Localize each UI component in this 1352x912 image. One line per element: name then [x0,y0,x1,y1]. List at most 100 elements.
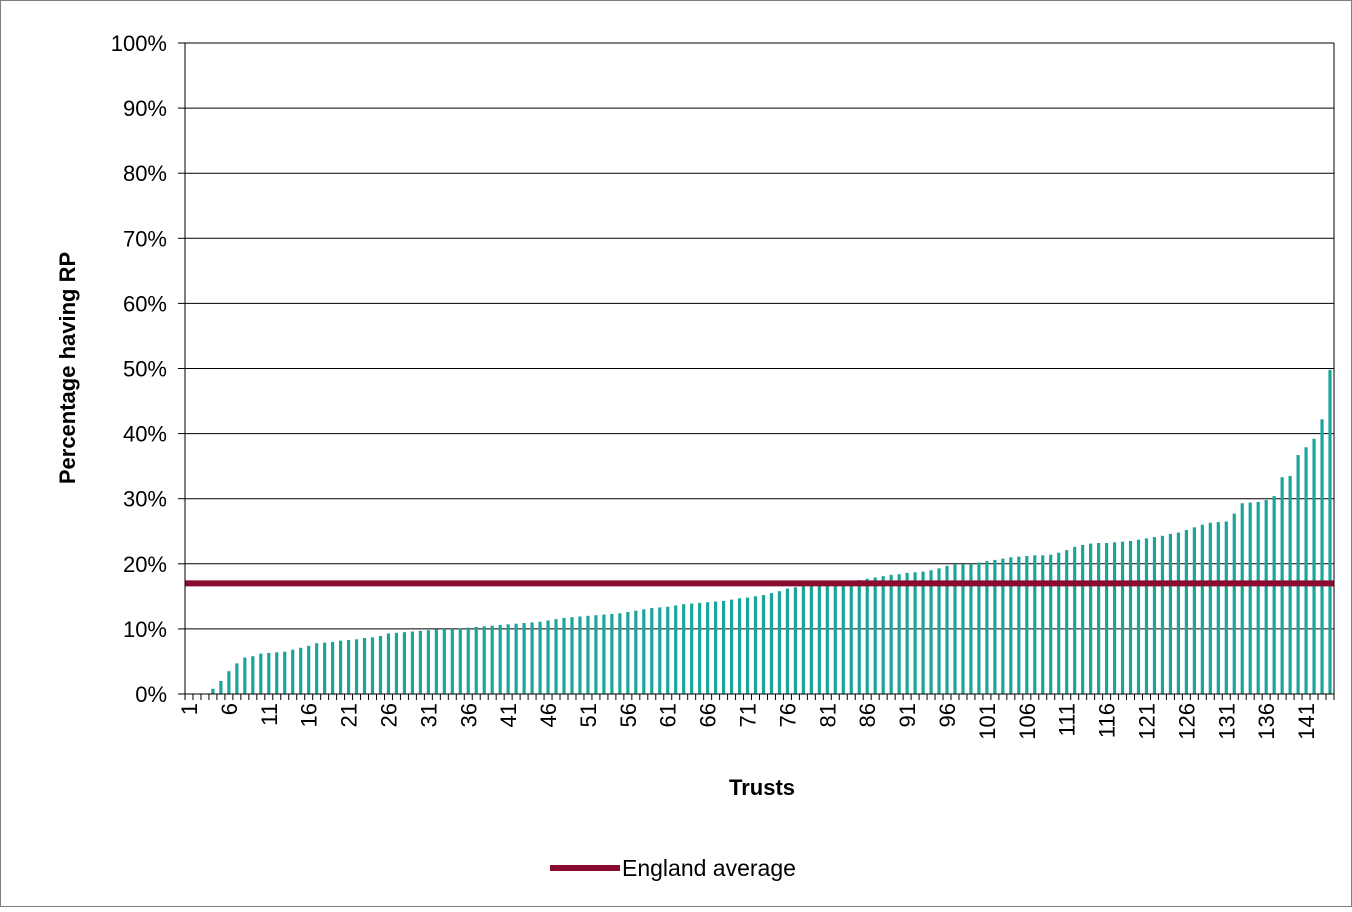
y-tick-label: 10% [123,617,167,642]
bar-trust-74 [769,593,774,694]
bar-trust-116 [1105,542,1109,694]
bar-trust-141 [1304,447,1308,694]
bar-trust-122 [1152,537,1157,694]
bar-trust-79 [809,585,813,694]
bar-trust-112 [1073,546,1077,694]
bar-trust-33 [442,628,446,694]
bar-trust-133 [1240,503,1244,694]
bar-trust-142 [1312,438,1316,694]
bar-trust-69 [729,599,734,694]
bar-trust-126 [1184,529,1188,694]
bar-trust-110 [1057,552,1061,694]
bar-trust-56 [626,611,630,694]
bar-trust-12 [275,652,279,694]
bar-trust-16 [307,645,311,694]
bar-trust-19 [331,641,335,694]
bar-trust-15 [299,647,303,694]
bar-trust-43 [522,623,526,694]
bar-trust-36 [466,627,470,694]
bar-trust-45 [538,621,542,694]
bar-trust-72 [753,596,758,694]
x-tick-label: 81 [815,703,840,727]
bar-trust-62 [674,605,678,694]
bar-trust-93 [921,571,925,694]
bar-trust-17 [315,643,319,694]
bar-trust-41 [506,624,510,694]
bar-trust-61 [666,606,670,694]
bar-trust-59 [650,608,654,694]
bar-trust-48 [562,617,566,694]
bar-trust-66 [706,602,710,694]
bar-trust-128 [1200,524,1204,694]
bar-trust-51 [586,615,590,694]
bar-trust-13 [283,651,287,694]
y-axis-ticks: 0% 10% 20% 30% 40% 50% 60% 70% 80% 90% 100% [111,31,185,707]
bar-trust-77 [793,587,797,694]
bar-trust-50 [578,616,582,694]
bar-trust-99 [969,563,973,694]
x-tick-label: 46 [536,703,561,727]
bar-trust-98 [961,564,965,694]
y-tick-label: 0% [135,682,167,707]
bar-trust-30 [418,630,422,694]
bar-trust-46 [546,620,550,694]
bar-trust-121 [1144,538,1149,694]
bar-trust-76 [785,588,790,694]
bar-trust-124 [1168,533,1173,694]
x-tick-label: 16 [297,703,322,727]
bar-trust-91 [905,572,909,694]
x-tick-label: 41 [496,703,521,727]
bar-trust-38 [482,626,486,694]
bars [211,369,1332,694]
x-tick-label: 1 [177,703,202,715]
bar-trust-129 [1208,522,1212,694]
bar-trust-undefined [1320,419,1324,694]
x-tick-label: 31 [416,703,441,727]
x-tick-label: 111 [1055,703,1080,736]
bar-trust-134 [1248,502,1252,694]
bar-trust-80 [817,584,821,694]
bar-trust-130 [1216,522,1220,694]
bar-trust-89 [889,574,893,694]
bar-trust-103 [1001,558,1005,694]
y-tick-label: 20% [123,552,167,577]
bar-trust-60 [658,607,662,694]
bar-trust-135 [1256,501,1260,694]
bar-trust-63 [682,604,686,694]
y-tick-label: 50% [123,357,167,382]
bar-trust-95 [937,568,941,694]
bar-trust-25 [378,636,383,694]
bar-trust-100 [977,562,981,694]
bar-trust-114 [1089,543,1093,694]
x-tick-label: 141 [1294,703,1319,740]
bar-trust-127 [1192,527,1196,694]
bar-trust-68 [722,600,726,694]
y-tick-label: 90% [123,96,167,121]
bar-trust-137 [1272,496,1276,694]
bar-trust-78 [801,585,805,694]
bar-trust-81 [825,583,829,694]
bar-trust-55 [618,613,622,694]
bar-trust-82 [833,583,837,694]
bar-trust-83 [841,582,845,694]
bar-trust-108 [1041,555,1045,694]
x-axis-ticks: 1 6 11 16 21 26 31 36 41 46 51 56 61 66 71 76 81 86 91 96 10… [177,694,1335,740]
bar-trust-14 [291,649,295,694]
bar-trust-101 [985,561,989,694]
bar-trust-97 [953,564,957,694]
y-axis-title: Percentage having RP [55,252,80,484]
bar-trust-52 [594,615,598,694]
x-tick-label: 21 [337,703,362,727]
bar-trust-8 [243,657,247,694]
bar-trust-6 [227,671,231,694]
y-tick-label: 70% [123,226,167,251]
bar-trust-140 [1296,455,1300,694]
x-tick-label: 91 [895,703,920,727]
x-tick-label: 121 [1134,703,1159,740]
bar-trust-115 [1097,542,1101,694]
bar-trust-44 [530,622,534,694]
x-tick-label: 76 [775,703,800,727]
bar-trust-94 [929,570,933,694]
x-tick-label: 86 [855,703,880,727]
x-tick-label: 126 [1174,703,1199,740]
